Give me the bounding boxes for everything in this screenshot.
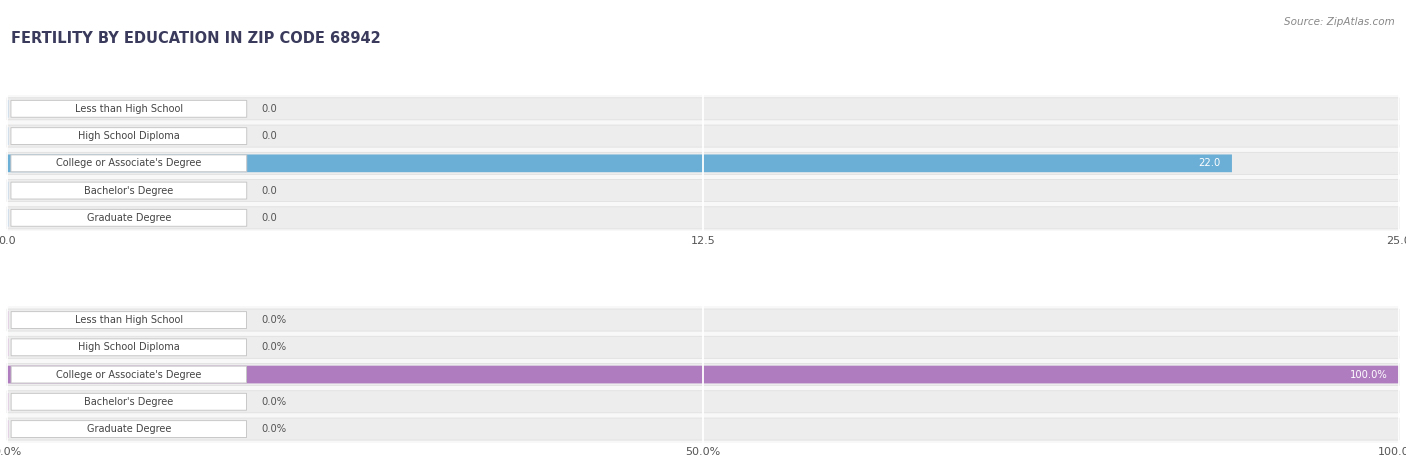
FancyBboxPatch shape bbox=[11, 339, 246, 356]
Text: 0.0: 0.0 bbox=[262, 131, 277, 141]
FancyBboxPatch shape bbox=[11, 421, 246, 437]
Text: College or Associate's Degree: College or Associate's Degree bbox=[56, 369, 201, 379]
Text: High School Diploma: High School Diploma bbox=[77, 131, 180, 141]
Text: Graduate Degree: Graduate Degree bbox=[87, 424, 172, 434]
FancyBboxPatch shape bbox=[7, 179, 1399, 202]
FancyBboxPatch shape bbox=[11, 100, 246, 117]
Text: Less than High School: Less than High School bbox=[75, 315, 183, 325]
Text: 0.0: 0.0 bbox=[262, 213, 277, 223]
FancyBboxPatch shape bbox=[7, 418, 1399, 440]
FancyBboxPatch shape bbox=[7, 155, 1232, 172]
FancyBboxPatch shape bbox=[7, 309, 1399, 331]
Text: 100.0%: 100.0% bbox=[1350, 369, 1388, 379]
Text: Bachelor's Degree: Bachelor's Degree bbox=[84, 397, 173, 407]
FancyBboxPatch shape bbox=[11, 393, 246, 410]
FancyBboxPatch shape bbox=[11, 209, 246, 226]
Text: FERTILITY BY EDUCATION IN ZIP CODE 68942: FERTILITY BY EDUCATION IN ZIP CODE 68942 bbox=[11, 31, 381, 46]
Text: Less than High School: Less than High School bbox=[75, 104, 183, 114]
Text: 0.0: 0.0 bbox=[262, 104, 277, 114]
Text: High School Diploma: High School Diploma bbox=[77, 342, 180, 352]
FancyBboxPatch shape bbox=[11, 128, 246, 145]
Text: 0.0: 0.0 bbox=[262, 186, 277, 196]
FancyBboxPatch shape bbox=[7, 364, 1399, 386]
FancyBboxPatch shape bbox=[7, 391, 1399, 413]
FancyBboxPatch shape bbox=[11, 155, 246, 172]
Text: Graduate Degree: Graduate Degree bbox=[87, 213, 172, 223]
Text: Bachelor's Degree: Bachelor's Degree bbox=[84, 186, 173, 196]
Text: College or Associate's Degree: College or Associate's Degree bbox=[56, 159, 201, 169]
FancyBboxPatch shape bbox=[7, 125, 1399, 147]
Text: 0.0%: 0.0% bbox=[262, 397, 287, 407]
Text: 0.0%: 0.0% bbox=[262, 315, 287, 325]
Text: 22.0: 22.0 bbox=[1198, 159, 1220, 169]
FancyBboxPatch shape bbox=[7, 152, 1399, 174]
FancyBboxPatch shape bbox=[7, 366, 1399, 383]
FancyBboxPatch shape bbox=[7, 98, 1399, 120]
FancyBboxPatch shape bbox=[7, 336, 1399, 358]
FancyBboxPatch shape bbox=[11, 312, 246, 328]
Text: 0.0%: 0.0% bbox=[262, 424, 287, 434]
FancyBboxPatch shape bbox=[11, 366, 246, 383]
Text: 0.0%: 0.0% bbox=[262, 342, 287, 352]
FancyBboxPatch shape bbox=[11, 182, 246, 199]
FancyBboxPatch shape bbox=[7, 207, 1399, 229]
Text: Source: ZipAtlas.com: Source: ZipAtlas.com bbox=[1284, 17, 1395, 27]
